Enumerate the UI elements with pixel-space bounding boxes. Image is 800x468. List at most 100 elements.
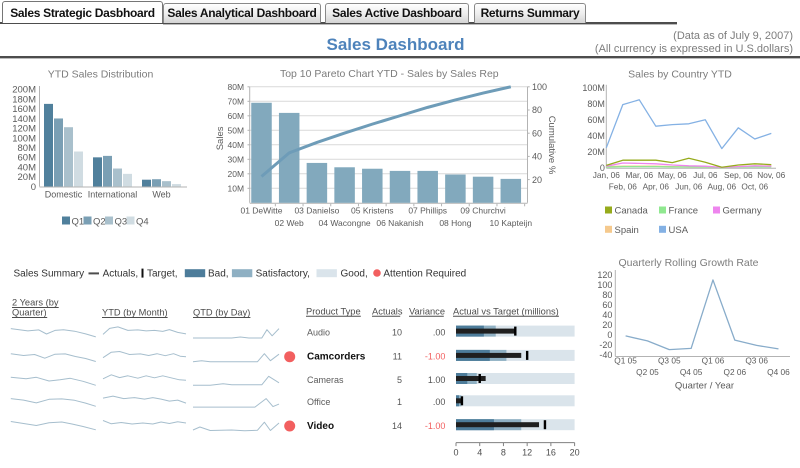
svg-text:Office: Office bbox=[307, 397, 330, 407]
svg-text:YTD (by Month): YTD (by Month) bbox=[102, 308, 168, 318]
svg-text:20: 20 bbox=[570, 448, 580, 458]
svg-text:Oct, 06: Oct, 06 bbox=[741, 181, 768, 191]
svg-text:09 Churchvi: 09 Churchvi bbox=[460, 206, 505, 216]
svg-text:QTD (by Day): QTD (by Day) bbox=[193, 308, 250, 318]
svg-text:02 Web: 02 Web bbox=[275, 218, 304, 228]
svg-text:Apr, 06: Apr, 06 bbox=[643, 181, 670, 191]
svg-text:20: 20 bbox=[532, 175, 542, 185]
svg-text:Nov, 06: Nov, 06 bbox=[757, 170, 785, 180]
svg-text:Bad,: Bad, bbox=[208, 269, 229, 280]
svg-text:1: 1 bbox=[397, 397, 402, 407]
svg-text:Canada: Canada bbox=[615, 206, 649, 217]
svg-text:4: 4 bbox=[477, 448, 482, 458]
svg-text:0: 0 bbox=[607, 330, 612, 340]
svg-text:Q4 06: Q4 06 bbox=[767, 367, 790, 377]
svg-text:Sep, 06: Sep, 06 bbox=[724, 170, 753, 180]
svg-text:Satisfactory,: Satisfactory, bbox=[256, 269, 310, 280]
svg-text:200M: 200M bbox=[12, 85, 36, 96]
svg-text:Quarter / Year: Quarter / Year bbox=[675, 381, 734, 392]
svg-text:100: 100 bbox=[532, 82, 547, 92]
svg-text:05 Kristens: 05 Kristens bbox=[351, 206, 394, 216]
svg-text:14: 14 bbox=[392, 421, 402, 431]
svg-text:0: 0 bbox=[31, 182, 36, 193]
svg-text:Q4 05: Q4 05 bbox=[680, 367, 703, 377]
svg-text:2 Years (by: 2 Years (by bbox=[12, 298, 59, 308]
svg-text:Jul, 06: Jul, 06 bbox=[693, 170, 718, 180]
svg-text:Sales Summary: Sales Summary bbox=[14, 269, 85, 280]
svg-text:Quarter): Quarter) bbox=[12, 308, 47, 318]
svg-text:Target,: Target, bbox=[147, 269, 178, 280]
svg-text:Actual vs Target (millions): Actual vs Target (millions) bbox=[453, 306, 559, 316]
svg-text:Sales by Country YTD: Sales by Country YTD bbox=[628, 69, 732, 81]
svg-text:20M: 20M bbox=[228, 169, 245, 179]
svg-text:Audio: Audio bbox=[307, 327, 330, 337]
svg-text:.00: .00 bbox=[433, 327, 446, 337]
svg-text:Top 10 Pareto Chart YTD - Sale: Top 10 Pareto Chart YTD - Sales by Sales… bbox=[280, 68, 499, 80]
svg-text:Feb, 06: Feb, 06 bbox=[609, 181, 638, 191]
svg-text:140M: 140M bbox=[12, 114, 36, 125]
svg-text:100M: 100M bbox=[12, 133, 36, 144]
svg-text:Video: Video bbox=[307, 421, 334, 432]
svg-text:10: 10 bbox=[392, 327, 402, 337]
svg-text:Germany: Germany bbox=[723, 206, 762, 217]
svg-text:Jan, 06: Jan, 06 bbox=[593, 170, 621, 180]
svg-text:Sales: Sales bbox=[215, 126, 226, 150]
svg-text:Q3: Q3 bbox=[115, 217, 128, 228]
svg-text:40M: 40M bbox=[228, 140, 245, 150]
svg-text:Q1 05: Q1 05 bbox=[614, 356, 637, 366]
svg-text:Domestic: Domestic bbox=[45, 190, 83, 200]
svg-text:0: 0 bbox=[453, 448, 458, 458]
svg-text:01 DeWitte: 01 DeWitte bbox=[240, 206, 282, 216]
svg-text:-1.00: -1.00 bbox=[425, 421, 446, 431]
svg-text:Cumulative %: Cumulative % bbox=[546, 116, 557, 175]
svg-text:07 Phillips: 07 Phillips bbox=[408, 206, 447, 216]
svg-text:20M: 20M bbox=[587, 147, 605, 157]
svg-text:Q2 05: Q2 05 bbox=[636, 367, 659, 377]
svg-text:20: 20 bbox=[602, 320, 612, 330]
svg-text:Aug, 06: Aug, 06 bbox=[707, 181, 736, 191]
svg-text:Spain: Spain bbox=[615, 225, 639, 236]
svg-text:Jun, 06: Jun, 06 bbox=[675, 181, 703, 191]
svg-text:Cameras: Cameras bbox=[307, 375, 344, 385]
svg-text:0: 0 bbox=[600, 163, 605, 173]
svg-text:80M: 80M bbox=[587, 99, 605, 109]
svg-text:Mar, 06: Mar, 06 bbox=[625, 170, 653, 180]
svg-text:5: 5 bbox=[397, 375, 402, 385]
svg-text:80: 80 bbox=[602, 290, 612, 300]
svg-text:60M: 60M bbox=[18, 153, 37, 164]
svg-text:-20: -20 bbox=[599, 340, 612, 350]
svg-text:Q4: Q4 bbox=[136, 217, 149, 228]
svg-text:03 Danielso: 03 Danielso bbox=[294, 206, 339, 216]
svg-text:120: 120 bbox=[597, 270, 612, 280]
svg-text:100M: 100M bbox=[582, 83, 605, 93]
svg-text:20M: 20M bbox=[18, 172, 37, 183]
svg-text:International: International bbox=[88, 190, 138, 200]
svg-text:10M: 10M bbox=[228, 184, 245, 194]
svg-text:YTD Sales Distribution: YTD Sales Distribution bbox=[48, 69, 154, 81]
svg-text:Actuals: Actuals bbox=[372, 306, 403, 316]
svg-text:16: 16 bbox=[546, 448, 556, 458]
svg-text:60M: 60M bbox=[228, 111, 245, 121]
svg-text:.00: .00 bbox=[433, 397, 446, 407]
svg-text:Q3 05: Q3 05 bbox=[658, 356, 681, 366]
svg-text:USA: USA bbox=[669, 225, 689, 236]
svg-text:50M: 50M bbox=[228, 126, 245, 136]
svg-text:Q1 06: Q1 06 bbox=[702, 356, 725, 366]
svg-text:40: 40 bbox=[602, 310, 612, 320]
svg-text:-1.00: -1.00 bbox=[425, 352, 446, 362]
svg-text:-40: -40 bbox=[599, 350, 612, 360]
svg-text:Web: Web bbox=[152, 190, 170, 200]
svg-text:40: 40 bbox=[532, 152, 542, 162]
svg-text:Actuals,: Actuals, bbox=[103, 269, 139, 280]
svg-text:Variance: Variance bbox=[409, 306, 445, 316]
svg-text:40M: 40M bbox=[587, 131, 605, 141]
svg-text:Product Type: Product Type bbox=[306, 306, 361, 316]
svg-text:May, 06: May, 06 bbox=[658, 170, 687, 180]
svg-text:120M: 120M bbox=[12, 124, 36, 135]
svg-text:06 Nakanish: 06 Nakanish bbox=[376, 218, 424, 228]
svg-text:Camcorders: Camcorders bbox=[307, 352, 366, 363]
svg-text:10 Kapteijn: 10 Kapteijn bbox=[490, 218, 533, 228]
svg-text:08 Hong: 08 Hong bbox=[439, 218, 471, 228]
svg-text:Q1: Q1 bbox=[72, 217, 85, 228]
svg-text:180M: 180M bbox=[12, 94, 36, 105]
